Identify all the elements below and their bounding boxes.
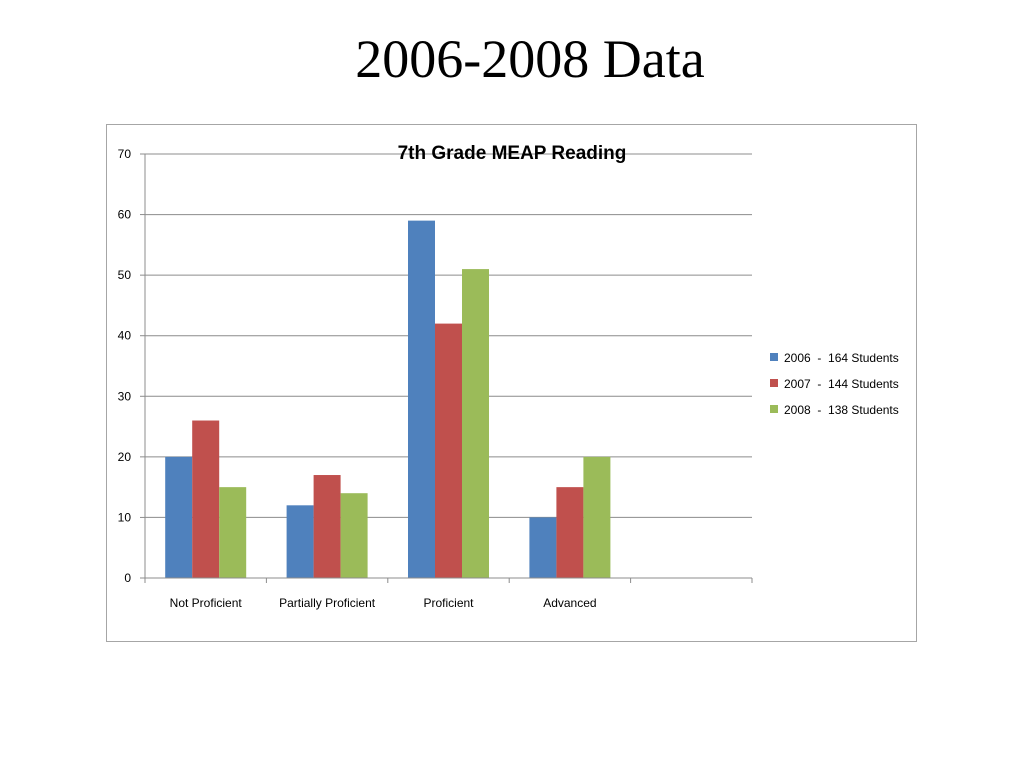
bar <box>219 487 247 578</box>
y-tick-label: 20 <box>118 450 132 464</box>
bar <box>286 505 314 578</box>
legend-swatch <box>770 353 778 361</box>
bar <box>340 493 368 578</box>
bar <box>165 456 193 578</box>
bar <box>462 269 489 578</box>
x-tick-label: Not Proficient <box>170 596 243 610</box>
x-tick-label: Proficient <box>423 596 474 610</box>
tick-labels: 0 10 20 30 40 50 60 70 Not Proficient Partially P… <box>118 147 597 610</box>
y-tick-label: 60 <box>118 208 132 222</box>
chart-frame <box>106 124 917 642</box>
y-tick-label: 70 <box>118 147 132 161</box>
slide-title: 2006-2008 Data <box>355 29 705 89</box>
y-tick-label: 0 <box>124 571 131 585</box>
bar <box>529 517 557 578</box>
legend-swatch <box>770 405 778 413</box>
bar <box>313 475 341 578</box>
bar <box>192 420 220 578</box>
bar <box>408 220 435 578</box>
legend-label: 2008 - 138 Students <box>784 403 899 417</box>
bars <box>165 220 611 578</box>
legend-label: 2007 - 144 Students <box>784 377 899 391</box>
y-tick-label: 50 <box>118 268 132 282</box>
legend: 2006 - 164 Students 2007 - 144 Students 20… <box>770 351 899 417</box>
bar <box>556 487 584 578</box>
bar <box>583 456 611 578</box>
bar <box>435 323 462 578</box>
legend-label: 2006 - 164 Students <box>784 351 899 365</box>
y-tick-label: 10 <box>118 510 132 524</box>
y-tick-label: 40 <box>118 329 132 343</box>
x-tick-label: Partially Proficient <box>279 596 376 610</box>
x-tick-label: Advanced <box>543 596 596 610</box>
y-tick-label: 30 <box>118 389 132 403</box>
legend-swatch <box>770 379 778 387</box>
axes <box>140 153 753 583</box>
chart-title: 7th Grade MEAP Reading <box>398 143 627 164</box>
